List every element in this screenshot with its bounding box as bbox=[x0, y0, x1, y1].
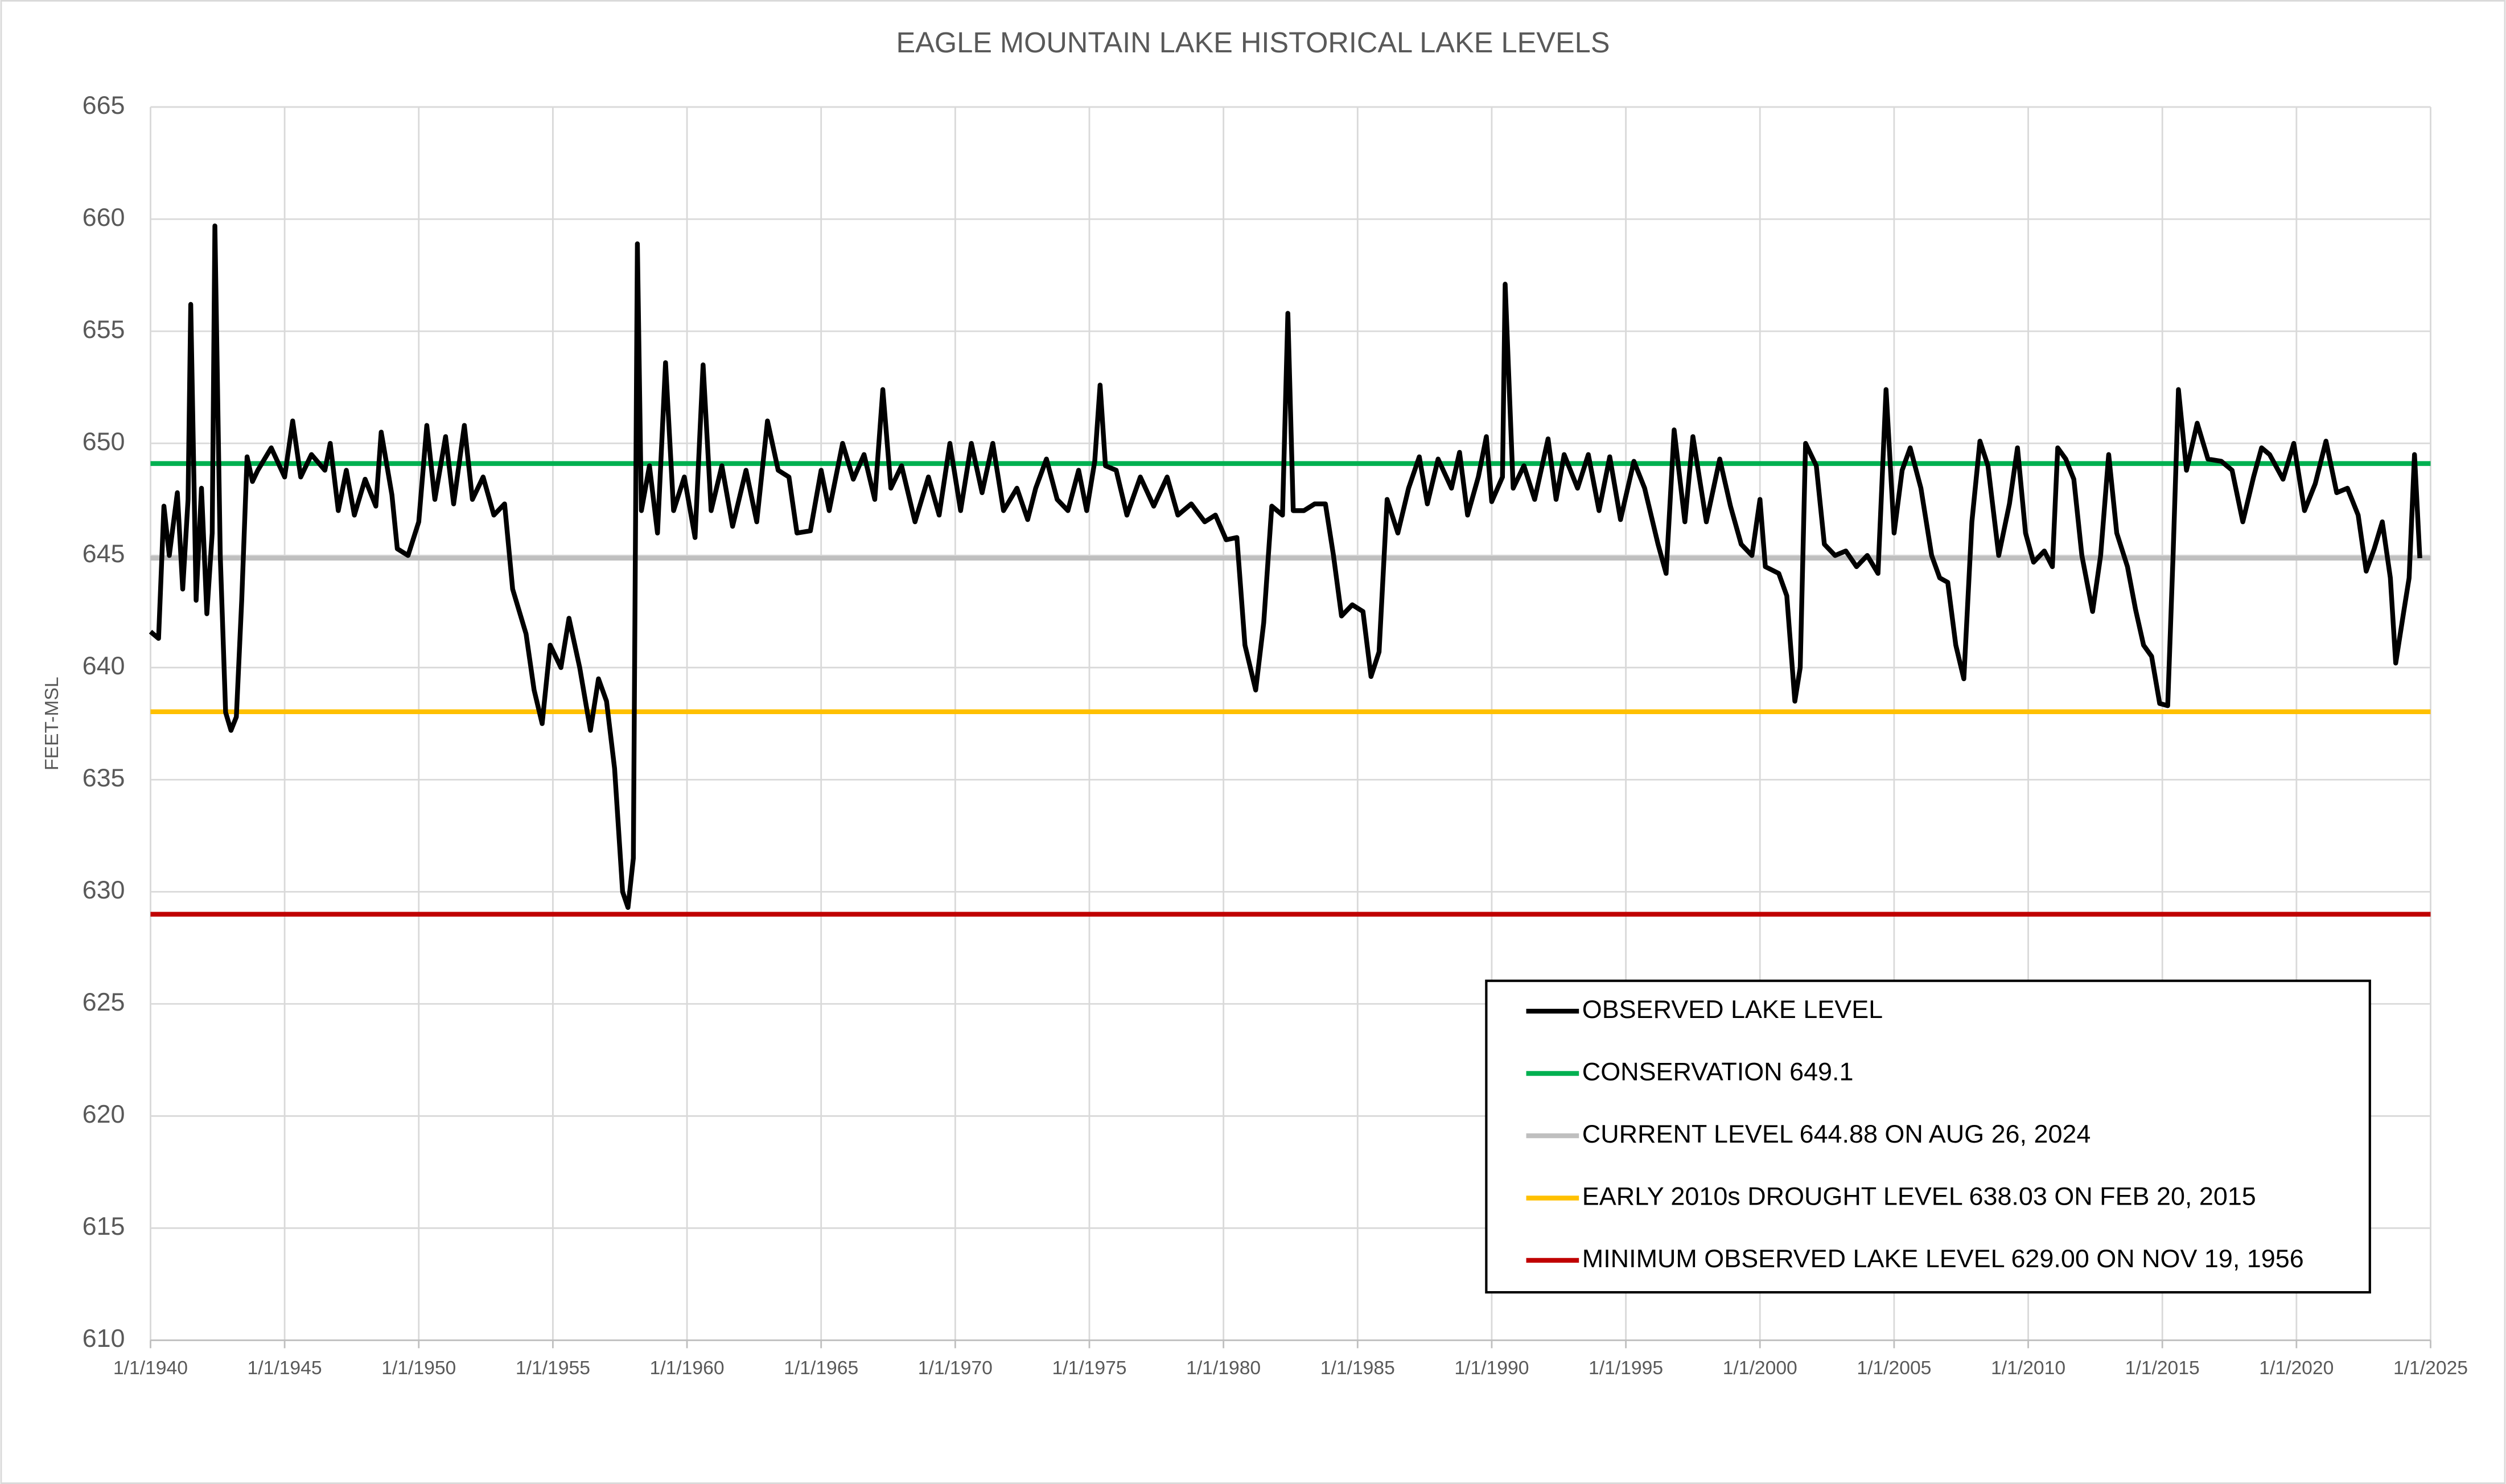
y-axis-label: FEET-MSL bbox=[42, 677, 63, 770]
y-tick-label: 640 bbox=[83, 651, 125, 680]
x-tick-label: 1/1/1960 bbox=[650, 1358, 725, 1379]
y-tick-label: 650 bbox=[83, 427, 125, 456]
y-tick-label: 610 bbox=[83, 1324, 125, 1353]
x-tick-label: 1/1/1980 bbox=[1186, 1358, 1261, 1379]
y-tick-label: 635 bbox=[83, 763, 125, 792]
legend-label: OBSERVED LAKE LEVEL bbox=[1582, 995, 1883, 1024]
y-tick-label: 665 bbox=[83, 90, 125, 119]
y-tick-label: 625 bbox=[83, 987, 125, 1016]
plot-lines bbox=[149, 223, 2431, 917]
legend-label: MINIMUM OBSERVED LAKE LEVEL 629.00 ON NO… bbox=[1582, 1244, 2304, 1273]
x-tick-label: 1/1/1990 bbox=[1454, 1358, 1529, 1379]
legend: OBSERVED LAKE LEVEL CONSERVATION 649.1 CUR… bbox=[1485, 979, 2371, 1294]
observed-line bbox=[149, 223, 2422, 910]
y-tick-label: 655 bbox=[83, 315, 125, 344]
y-tick-label: 645 bbox=[83, 539, 125, 568]
x-tick-label: 1/1/2010 bbox=[1991, 1358, 2065, 1379]
legend-label: CURRENT LEVEL 644.88 ON AUG 26, 2024 bbox=[1582, 1119, 2091, 1148]
y-tick-label: 620 bbox=[83, 1099, 125, 1128]
legend-label: CONSERVATION 649.1 bbox=[1582, 1057, 1854, 1086]
x-tick-label: 1/1/1995 bbox=[1589, 1358, 1663, 1379]
x-tick-label: 1/1/2025 bbox=[2393, 1358, 2468, 1379]
x-tick-label: 1/1/2015 bbox=[2125, 1358, 2200, 1379]
x-tick-label: 1/1/2005 bbox=[1857, 1358, 1931, 1379]
chart-title: EAGLE MOUNTAIN LAKE HISTORICAL LAKE LEVE… bbox=[896, 26, 1610, 59]
x-tick-label: 1/1/1950 bbox=[381, 1358, 456, 1379]
y-tick-label: 615 bbox=[83, 1211, 125, 1240]
x-tick-label: 1/1/2000 bbox=[1723, 1358, 1797, 1379]
x-tick-label: 1/1/1985 bbox=[1320, 1358, 1395, 1379]
legend-label: EARLY 2010s DROUGHT LEVEL 638.03 ON FEB … bbox=[1582, 1181, 2256, 1210]
x-tick-label: 1/1/2020 bbox=[2259, 1358, 2334, 1379]
x-tick-label: 1/1/1965 bbox=[784, 1358, 858, 1379]
y-tick-label: 660 bbox=[83, 203, 125, 232]
x-tick-label: 1/1/1945 bbox=[248, 1358, 322, 1379]
x-tick-label: 1/1/1970 bbox=[918, 1358, 993, 1379]
legend-box bbox=[1485, 979, 2371, 1294]
x-tick-label: 1/1/1975 bbox=[1052, 1358, 1126, 1379]
x-tick-label: 1/1/1955 bbox=[516, 1358, 590, 1379]
y-tick-label: 630 bbox=[83, 875, 125, 904]
x-tick-label: 1/1/1940 bbox=[113, 1358, 188, 1379]
